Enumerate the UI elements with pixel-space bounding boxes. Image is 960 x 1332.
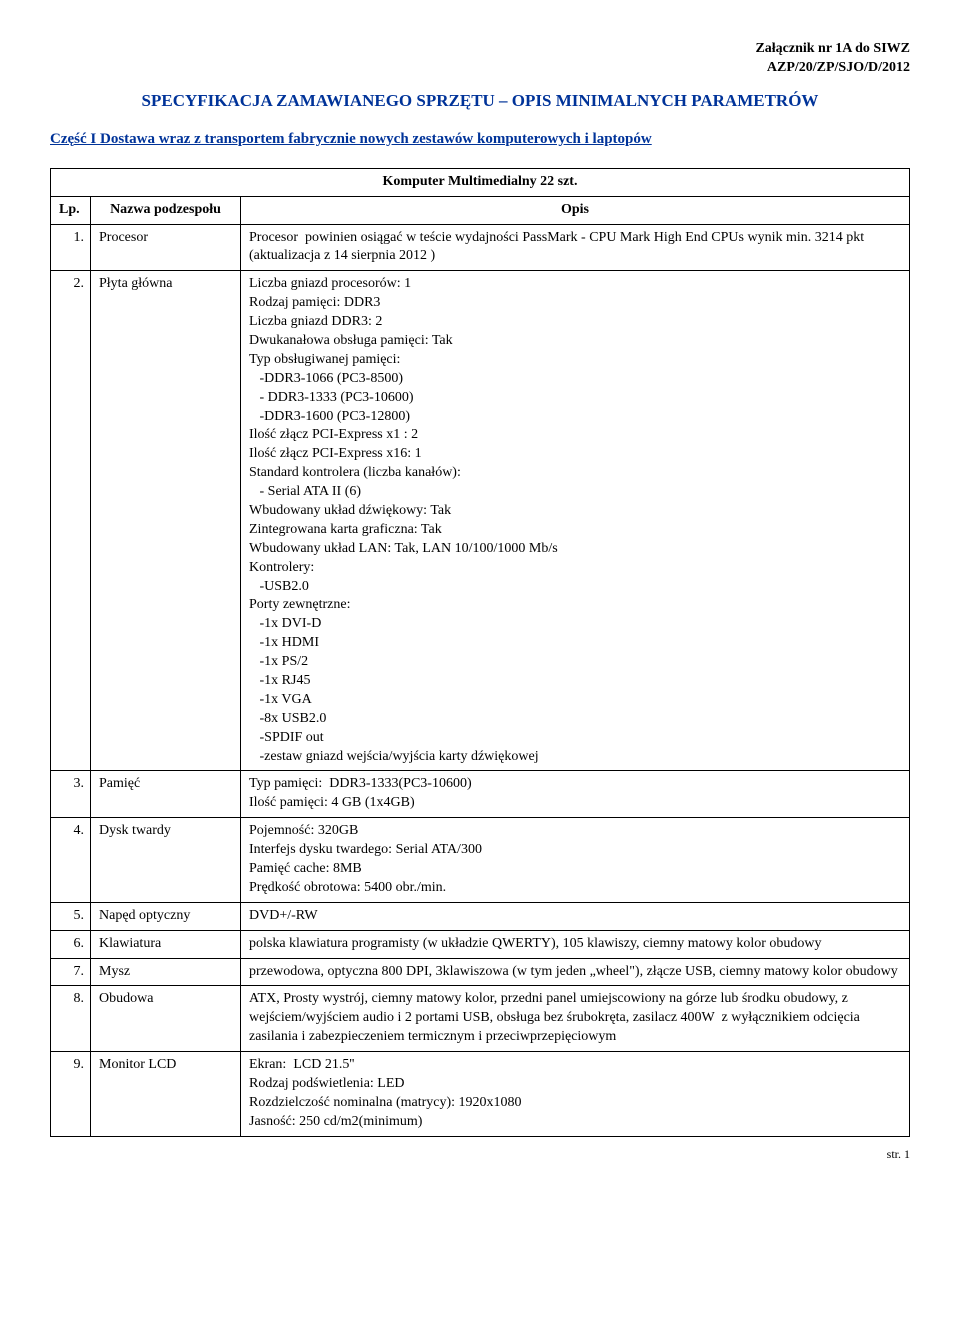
table-row: 4.Dysk twardyPojemność: 320GB Interfejs …	[51, 818, 910, 903]
cell-label: Mysz	[91, 958, 241, 986]
cell-num: 3.	[51, 771, 91, 818]
cell-label: Klawiatura	[91, 930, 241, 958]
cell-label: Płyta główna	[91, 271, 241, 771]
cell-desc: Typ pamięci: DDR3-1333(PC3-10600) Ilość …	[241, 771, 910, 818]
header-line1: Załącznik nr 1A do SIWZ	[755, 41, 910, 56]
cell-desc: Pojemność: 320GB Interfejs dysku twardeg…	[241, 818, 910, 903]
header-row: Lp. Nazwa podzespołu Opis	[51, 196, 910, 224]
cell-desc: ATX, Prosty wystrój, ciemny matowy kolor…	[241, 986, 910, 1052]
cell-desc: przewodowa, optyczna 800 DPI, 3klawiszow…	[241, 958, 910, 986]
caption-row: Komputer Multimedialny 22 szt.	[51, 168, 910, 196]
spec-table: Komputer Multimedialny 22 szt. Lp. Nazwa…	[50, 168, 910, 1137]
page-footer: str. 1	[50, 1147, 910, 1162]
table-row: 6.Klawiaturapolska klawiatura programist…	[51, 930, 910, 958]
cell-num: 8.	[51, 986, 91, 1052]
cell-num: 7.	[51, 958, 91, 986]
cell-label: Napęd optyczny	[91, 902, 241, 930]
cell-num: 1.	[51, 224, 91, 271]
main-title: SPECYFIKACJA ZAMAWIANEGO SPRZĘTU – OPIS …	[50, 90, 910, 113]
cell-num: 5.	[51, 902, 91, 930]
cell-num: 6.	[51, 930, 91, 958]
cell-desc: Liczba gniazd procesorów: 1 Rodzaj pamię…	[241, 271, 910, 771]
cell-num: 9.	[51, 1052, 91, 1137]
table-caption: Komputer Multimedialny 22 szt.	[51, 168, 910, 196]
table-row: 1.ProcesorProcesor powinien osiągać w te…	[51, 224, 910, 271]
table-row: 5.Napęd optycznyDVD+/-RW	[51, 902, 910, 930]
header-line2: AZP/20/ZP/SJO/D/2012	[767, 60, 910, 75]
table-row: 9.Monitor LCDEkran: LCD 21.5'' Rodzaj po…	[51, 1052, 910, 1137]
col-lp: Lp.	[51, 196, 91, 224]
header-right: Załącznik nr 1A do SIWZ AZP/20/ZP/SJO/D/…	[50, 40, 910, 78]
cell-label: Monitor LCD	[91, 1052, 241, 1137]
col-name: Nazwa podzespołu	[91, 196, 241, 224]
table-row: 2.Płyta głównaLiczba gniazd procesorów: …	[51, 271, 910, 771]
cell-label: Obudowa	[91, 986, 241, 1052]
table-row: 8.ObudowaATX, Prosty wystrój, ciemny mat…	[51, 986, 910, 1052]
cell-num: 4.	[51, 818, 91, 903]
table-row: 3.PamięćTyp pamięci: DDR3-1333(PC3-10600…	[51, 771, 910, 818]
cell-label: Procesor	[91, 224, 241, 271]
cell-desc: Ekran: LCD 21.5'' Rodzaj podświetlenia: …	[241, 1052, 910, 1137]
cell-num: 2.	[51, 271, 91, 771]
col-desc: Opis	[241, 196, 910, 224]
sub-title: Część I Dostawa wraz z transportem fabry…	[50, 131, 910, 148]
table-row: 7.Myszprzewodowa, optyczna 800 DPI, 3kla…	[51, 958, 910, 986]
cell-label: Dysk twardy	[91, 818, 241, 903]
cell-desc: polska klawiatura programisty (w układzi…	[241, 930, 910, 958]
cell-desc: DVD+/-RW	[241, 902, 910, 930]
cell-desc: Procesor powinien osiągać w teście wydaj…	[241, 224, 910, 271]
cell-label: Pamięć	[91, 771, 241, 818]
